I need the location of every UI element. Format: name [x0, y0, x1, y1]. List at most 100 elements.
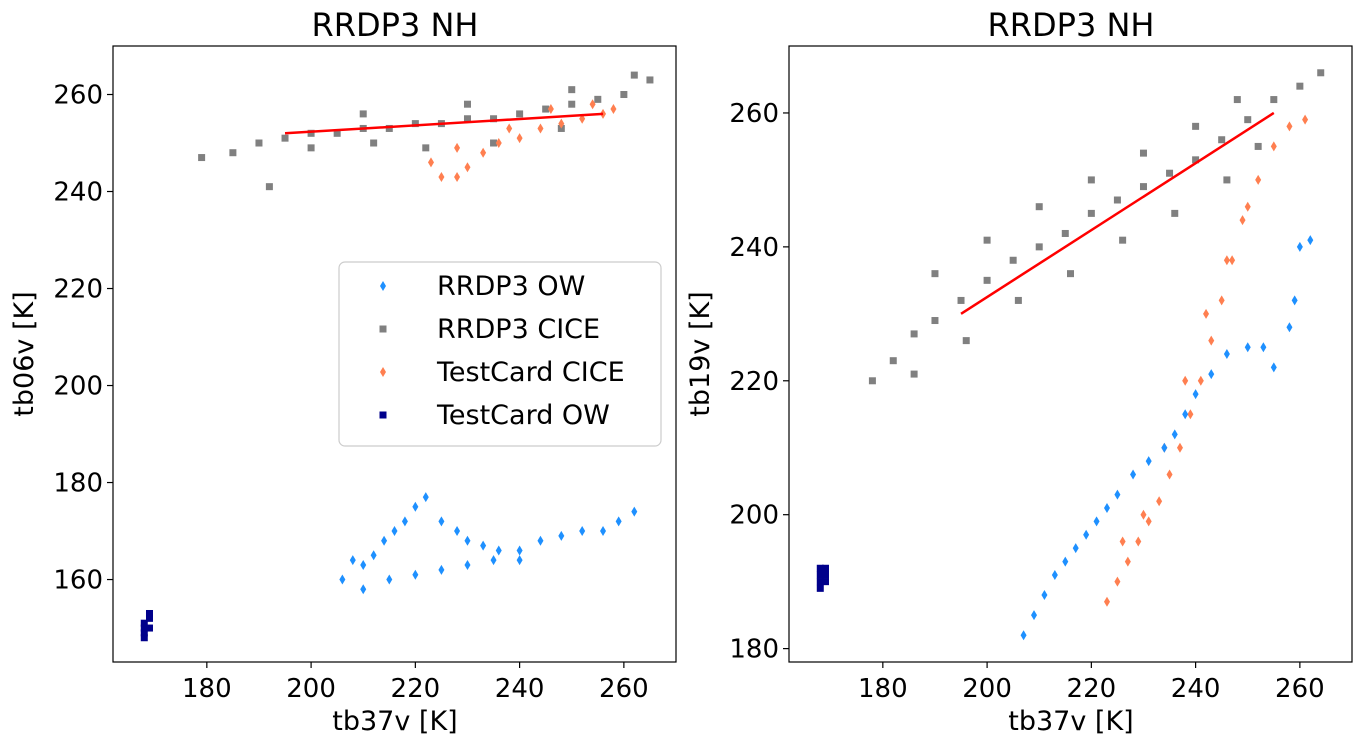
- series-rrdp3-ow: [339, 492, 638, 595]
- data-point: [1087, 209, 1095, 217]
- data-point: [1244, 342, 1251, 353]
- data-point: [868, 377, 876, 385]
- data-point: [463, 115, 471, 123]
- y-tick-label: 200: [729, 501, 779, 531]
- series-testcard-ow: [816, 564, 829, 592]
- left-x-ticks: 180 200 220 240 260: [182, 662, 649, 704]
- data-point: [1176, 442, 1183, 453]
- data-point: [140, 634, 148, 642]
- data-point: [816, 584, 824, 592]
- data-point: [516, 555, 523, 566]
- data-point: [265, 183, 273, 191]
- x-tick-label: 220: [1067, 674, 1117, 704]
- data-point: [1233, 96, 1241, 104]
- data-point: [516, 545, 523, 556]
- series-testcard-cice: [1103, 114, 1309, 607]
- data-point: [506, 123, 513, 134]
- data-point: [370, 139, 378, 147]
- data-point: [1286, 121, 1293, 132]
- data-point: [516, 110, 524, 118]
- data-point: [401, 516, 408, 527]
- data-point: [339, 574, 346, 585]
- data-point: [1087, 176, 1095, 184]
- data-point: [1223, 176, 1231, 184]
- data-point: [1182, 409, 1189, 420]
- data-point: [568, 100, 576, 108]
- data-point: [412, 569, 419, 580]
- data-point: [1083, 529, 1090, 540]
- data-point: [821, 571, 829, 579]
- data-point: [1041, 590, 1048, 601]
- y-tick-label: 240: [53, 178, 103, 208]
- data-point: [568, 86, 576, 94]
- data-point: [931, 270, 939, 278]
- data-point: [615, 516, 622, 527]
- left-x-axis-label: tb37v [K]: [332, 706, 457, 737]
- data-point: [1218, 295, 1225, 306]
- left-axes-frame: [112, 45, 677, 663]
- x-tick-label: 180: [858, 674, 908, 704]
- left-y-ticks: 160 180 200 220 240 260: [53, 81, 113, 596]
- data-point: [349, 555, 356, 566]
- data-point: [1161, 442, 1168, 453]
- series-testcard-ow: [140, 609, 153, 642]
- data-point: [140, 629, 148, 637]
- data-point: [1270, 141, 1277, 152]
- data-point: [620, 91, 628, 99]
- data-point: [1124, 556, 1131, 567]
- data-point: [1192, 389, 1199, 400]
- data-point: [589, 99, 596, 110]
- data-point: [422, 144, 430, 152]
- data-point: [381, 535, 388, 546]
- data-point: [495, 138, 502, 149]
- data-point: [1145, 516, 1152, 527]
- data-point: [1166, 169, 1174, 177]
- data-point: [646, 76, 654, 84]
- data-point: [1166, 469, 1173, 480]
- data-point: [1296, 82, 1304, 90]
- data-point: [1156, 496, 1163, 507]
- data-point: [1244, 201, 1251, 212]
- x-tick-label: 180: [182, 674, 232, 704]
- data-point: [610, 104, 617, 115]
- legend-marker: [380, 367, 386, 377]
- fit-line: [960, 111, 1275, 315]
- data-point: [307, 129, 315, 137]
- data-point: [1286, 322, 1293, 333]
- data-point: [1223, 255, 1230, 266]
- data-point: [333, 129, 341, 137]
- data-point: [600, 526, 607, 537]
- data-point: [579, 526, 586, 537]
- data-point: [281, 134, 289, 142]
- right-chart-title: RRDP3 NH: [988, 6, 1155, 44]
- legend-box: [338, 261, 662, 447]
- data-point: [360, 584, 367, 595]
- legend: RRDP3 OW RRDP3 CICE TestCard CICE TestCard …: [338, 261, 662, 447]
- data-point: [1114, 576, 1121, 587]
- data-point: [1139, 149, 1147, 157]
- data-point: [516, 133, 523, 144]
- data-point: [1254, 142, 1262, 150]
- data-point: [1291, 295, 1298, 306]
- data-point: [1072, 543, 1079, 554]
- y-tick-label: 180: [53, 469, 103, 499]
- data-point: [1192, 156, 1200, 164]
- data-point: [1171, 209, 1179, 217]
- x-tick-label: 260: [599, 674, 649, 704]
- data-point: [1317, 69, 1325, 77]
- data-point: [1009, 256, 1017, 264]
- left-chart-title: RRDP3 NH: [312, 6, 479, 44]
- right-axes-frame: [788, 45, 1353, 663]
- data-point: [1051, 569, 1058, 580]
- data-point: [1203, 308, 1210, 319]
- data-point: [821, 578, 829, 586]
- data-point: [889, 357, 897, 365]
- data-point: [229, 149, 237, 157]
- data-point: [1113, 196, 1121, 204]
- data-point: [360, 559, 367, 570]
- x-tick-label: 240: [495, 674, 545, 704]
- x-tick-label: 200: [962, 674, 1012, 704]
- data-point: [1223, 349, 1230, 359]
- data-point: [370, 550, 377, 561]
- series-rrdp3-cice: [868, 69, 1325, 385]
